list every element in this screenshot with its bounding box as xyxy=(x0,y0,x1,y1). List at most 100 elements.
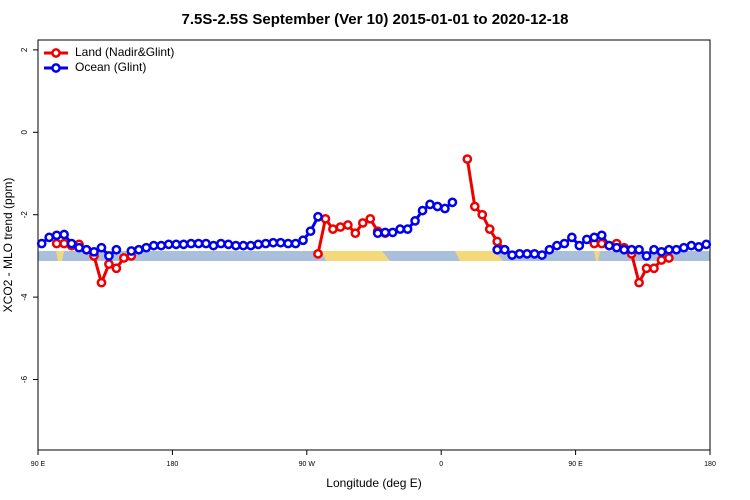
point xyxy=(343,220,353,230)
point xyxy=(462,154,473,164)
point xyxy=(671,244,682,255)
point xyxy=(245,240,256,251)
point xyxy=(111,244,122,255)
point xyxy=(223,239,234,250)
point xyxy=(268,237,279,248)
point xyxy=(119,253,129,263)
point xyxy=(59,229,69,240)
point xyxy=(649,263,659,274)
point xyxy=(529,249,540,259)
point xyxy=(44,232,55,243)
point xyxy=(649,244,659,255)
x-axis-label: Longitude (deg E) xyxy=(326,476,421,490)
point xyxy=(298,235,308,246)
point xyxy=(231,240,241,251)
point xyxy=(178,239,189,250)
point xyxy=(664,244,674,255)
point xyxy=(410,216,420,226)
point xyxy=(641,263,652,274)
land-band xyxy=(455,251,503,261)
point xyxy=(357,218,368,228)
point xyxy=(59,238,69,249)
point xyxy=(514,249,525,259)
point xyxy=(335,222,346,232)
point xyxy=(626,244,637,255)
point xyxy=(395,224,405,234)
point xyxy=(313,211,323,222)
point xyxy=(238,240,249,251)
point xyxy=(634,277,644,288)
point xyxy=(611,242,622,253)
point xyxy=(148,240,159,251)
y-tick-label: -4 xyxy=(20,293,29,301)
point xyxy=(589,232,600,243)
point xyxy=(552,240,562,251)
point xyxy=(290,238,301,249)
point xyxy=(201,238,211,249)
point xyxy=(693,242,704,252)
point xyxy=(641,251,652,261)
point xyxy=(634,244,644,255)
point xyxy=(447,197,458,208)
y-tick-label: -6 xyxy=(20,375,29,383)
x-tick-label: 90 W xyxy=(299,461,316,468)
point xyxy=(604,240,615,251)
legend-label: Land (Nadir&Glint) xyxy=(75,45,174,59)
point xyxy=(216,238,226,249)
point xyxy=(283,238,293,249)
point xyxy=(350,228,361,239)
x-tick-label: 180 xyxy=(704,461,716,468)
point xyxy=(275,237,286,248)
point xyxy=(574,240,585,251)
x-tick-label: 90 E xyxy=(568,461,583,468)
y-tick-label: 0 xyxy=(20,130,29,135)
point xyxy=(664,253,674,263)
point xyxy=(104,259,114,270)
land-band xyxy=(56,251,64,261)
point xyxy=(89,246,99,257)
point xyxy=(701,239,712,250)
point xyxy=(141,242,152,253)
point xyxy=(51,238,62,249)
y-tick-label: 2 xyxy=(20,47,29,52)
x-tick-label: 180 xyxy=(167,461,179,468)
point xyxy=(484,224,495,234)
point xyxy=(320,213,331,224)
y-tick-label: -2 xyxy=(20,211,29,219)
point xyxy=(686,240,697,251)
legend-marker xyxy=(51,63,61,73)
legend-marker xyxy=(51,48,61,58)
point xyxy=(596,230,607,241)
point xyxy=(74,242,84,253)
point xyxy=(507,250,517,260)
point xyxy=(581,234,592,245)
point xyxy=(133,244,144,255)
point xyxy=(679,242,689,253)
point xyxy=(402,224,413,234)
point xyxy=(171,239,181,250)
chart-title: 7.5S-2.5S September (Ver 10) 2015-01-01 … xyxy=(182,11,569,28)
x-tick-label: 0 xyxy=(439,461,443,468)
point xyxy=(559,238,570,249)
point xyxy=(567,232,577,243)
point xyxy=(96,242,107,253)
point xyxy=(372,228,383,239)
point xyxy=(522,249,532,259)
point xyxy=(66,238,77,249)
point xyxy=(417,205,428,216)
point xyxy=(163,239,174,250)
x-tick-label: 90 E xyxy=(31,461,46,468)
point xyxy=(156,240,167,251)
point xyxy=(596,238,607,249)
legend-label: Ocean (Glint) xyxy=(75,60,146,74)
land-band xyxy=(322,251,390,261)
point xyxy=(111,263,122,274)
point xyxy=(619,244,629,255)
land-band xyxy=(594,251,600,261)
point xyxy=(253,239,264,250)
y-axis-label: XCO2 - MLO trend (ppm) xyxy=(1,178,15,313)
point xyxy=(104,251,114,261)
point xyxy=(387,227,398,238)
point xyxy=(492,236,503,247)
